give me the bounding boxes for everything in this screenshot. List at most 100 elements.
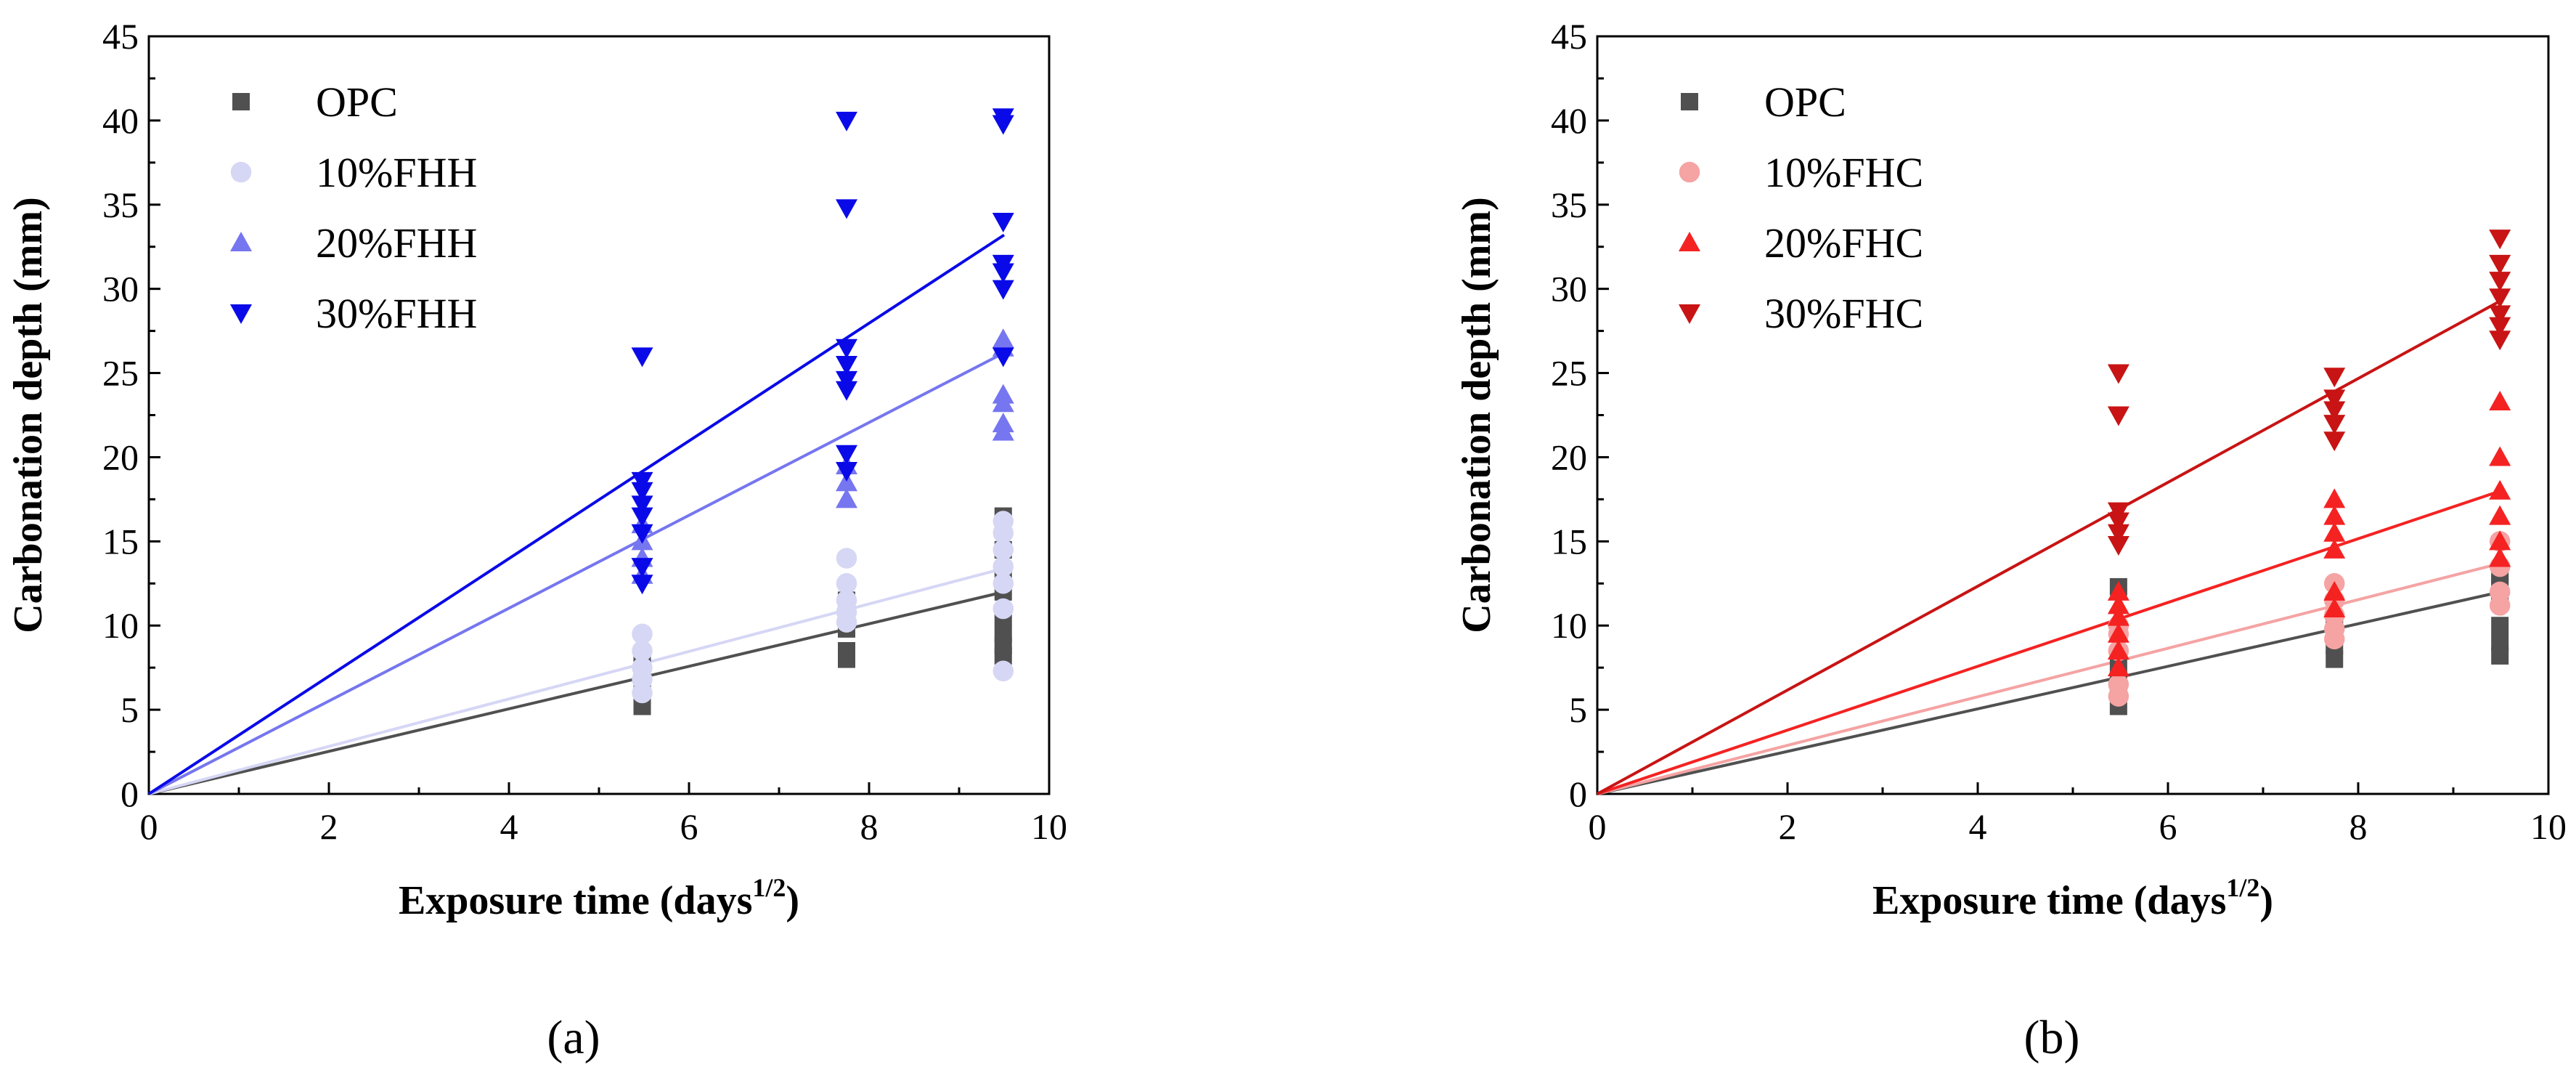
data-point — [2323, 488, 2346, 508]
y-tick-label: 35 — [1551, 184, 1587, 225]
plot-frame — [147, 35, 1051, 795]
data-point — [2323, 401, 2346, 421]
y-tick-label: 40 — [1551, 100, 1587, 141]
data-point — [631, 524, 653, 544]
data-point — [631, 495, 653, 516]
data-point — [2107, 606, 2129, 626]
data-point — [2323, 505, 2346, 525]
x-tick-label: 10 — [2530, 806, 2567, 847]
data-point — [992, 328, 1014, 349]
fit-line-opc — [148, 590, 1005, 795]
data-point — [2323, 415, 2346, 435]
data-point — [631, 507, 653, 527]
data-point — [2107, 406, 2129, 426]
data-point — [2489, 230, 2511, 250]
data-point — [2323, 431, 2346, 452]
x-tick-label: 8 — [2349, 806, 2368, 847]
data-point — [2107, 535, 2129, 556]
x-tick-label: 0 — [1589, 806, 1607, 847]
data-point — [993, 598, 1014, 620]
data-point — [2107, 364, 2129, 384]
data-point — [2107, 657, 2129, 677]
legend-label: 10%FHC — [1764, 149, 1923, 196]
legend-label: 30%FHC — [1764, 290, 1923, 337]
fit-line-20pctfhc — [1597, 489, 2502, 795]
y-tick-label: 45 — [102, 16, 139, 57]
data-point — [2323, 598, 2346, 618]
data-point — [2489, 330, 2511, 351]
data-point — [836, 370, 857, 391]
data-point — [2107, 639, 2129, 660]
x-axis-title: Exposure time (days1/2) — [1872, 873, 2273, 923]
data-point — [836, 445, 857, 465]
data-point — [2489, 446, 2511, 466]
data-point — [836, 461, 857, 482]
series-opc — [2109, 566, 2509, 715]
data-point — [2108, 674, 2129, 695]
legend: OPC 10%FHC 20%FHC 30%FHC — [1679, 78, 1923, 337]
y-tick-label: 0 — [1569, 774, 1587, 814]
y-tick-label: 5 — [1569, 689, 1587, 730]
data-point — [2489, 288, 2511, 309]
data-point — [2489, 305, 2511, 325]
data-point — [2323, 580, 2346, 601]
x-tick-label: 2 — [1779, 806, 1797, 847]
data-point — [2489, 317, 2511, 337]
data-point — [993, 511, 1014, 532]
data-point — [2489, 505, 2511, 525]
data-point — [993, 660, 1014, 682]
legend-marker — [230, 232, 252, 251]
data-point — [2323, 522, 2346, 542]
data-point — [2323, 389, 2346, 410]
data-point — [2107, 524, 2129, 544]
data-point — [2107, 580, 2129, 601]
legend-label: 30%FHH — [316, 290, 477, 337]
data-point — [2489, 272, 2511, 292]
data-point — [836, 573, 857, 594]
fit-line-opc — [1597, 590, 2501, 795]
series-10pctfhc — [2108, 531, 2511, 707]
data-point — [836, 488, 857, 508]
panel-caption: (b) — [2024, 1011, 2080, 1064]
data-point — [992, 254, 1014, 275]
data-point — [992, 384, 1014, 404]
fit-line-30pctfhc — [1597, 299, 2502, 795]
data-point — [836, 548, 857, 569]
data-point — [992, 280, 1014, 300]
data-point — [992, 413, 1014, 433]
fit-line-30pctfhh — [147, 233, 1006, 795]
data-point — [992, 212, 1014, 232]
legend-marker — [230, 161, 252, 183]
y-tick-label: 25 — [1551, 353, 1587, 394]
legend-marker — [1679, 161, 1700, 183]
data-point — [992, 347, 1014, 368]
data-point — [2491, 617, 2509, 635]
y-tick-label: 30 — [102, 269, 139, 309]
data-point — [2107, 594, 2129, 614]
data-point — [836, 199, 857, 219]
series-20pctfhc — [2107, 390, 2511, 677]
y-axis-title: Carbonation depth (mm) — [6, 197, 51, 633]
y-tick-label: 5 — [121, 689, 139, 730]
data-point — [836, 355, 857, 376]
data-point — [2107, 622, 2129, 643]
legend-marker — [230, 304, 252, 324]
data-point — [632, 657, 653, 678]
x-tick-label: 6 — [680, 806, 698, 847]
data-point — [2107, 502, 2129, 522]
data-point — [2489, 390, 2511, 410]
legend-marker — [1679, 304, 1700, 324]
data-point — [2323, 538, 2346, 559]
legend-label: OPC — [316, 78, 398, 126]
x-tick-label: 4 — [1969, 806, 1987, 847]
x-axis-title: Exposure time (days1/2) — [399, 873, 799, 923]
y-axis-title: Carbonation depth (mm) — [1454, 197, 1499, 633]
y-tick-label: 20 — [1551, 437, 1587, 477]
series-20pctfhh — [631, 328, 1014, 584]
data-point — [2107, 512, 2129, 532]
y-tick-label: 45 — [1551, 16, 1587, 57]
series-30pctfhh — [631, 108, 1014, 595]
y-tick-label: 20 — [102, 437, 139, 477]
x-tick-label: 0 — [140, 806, 158, 847]
